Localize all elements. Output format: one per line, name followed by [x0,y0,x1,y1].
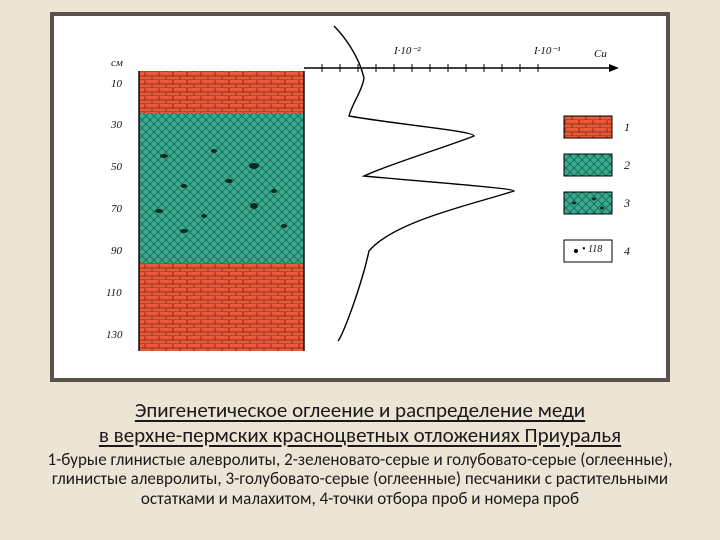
figure-frame: см 10 30 50 70 90 110 130 I·10⁻² I·10⁻¹ … [50,12,670,382]
legend-num-2: 2 [624,158,630,173]
caption-title-line1: Эпигенетическое оглеение и распределение… [135,397,585,423]
legend-num-3: 3 [624,196,630,211]
legend-num-1: 1 [624,120,630,135]
depth-tick-6: 130 [106,329,123,341]
depth-tick-2: 50 [111,161,122,173]
depth-unit: см [111,57,123,69]
x-label-left: I·10⁻² [394,44,421,57]
depth-tick-4: 90 [111,245,122,257]
x-label-right: Cu [594,48,607,60]
depth-tick-5: 110 [106,287,122,299]
legend-num-4: 4 [624,244,630,259]
x-label-mid: I·10⁻¹ [534,44,561,57]
caption-title-line2: в верхне-пермских красноцветных отложени… [99,422,621,448]
caption-subtitle: 1-бурые глинистые алевролиты, 2-зеленова… [20,450,700,509]
geology-diagram-svg [54,16,666,378]
figure-caption: Эпигенетическое оглеение и распределение… [20,398,700,508]
depth-tick-1: 30 [111,119,122,131]
depth-tick-0: 10 [111,78,122,90]
legend-sample-label: • 118 [582,244,602,255]
depth-tick-3: 70 [111,203,122,215]
